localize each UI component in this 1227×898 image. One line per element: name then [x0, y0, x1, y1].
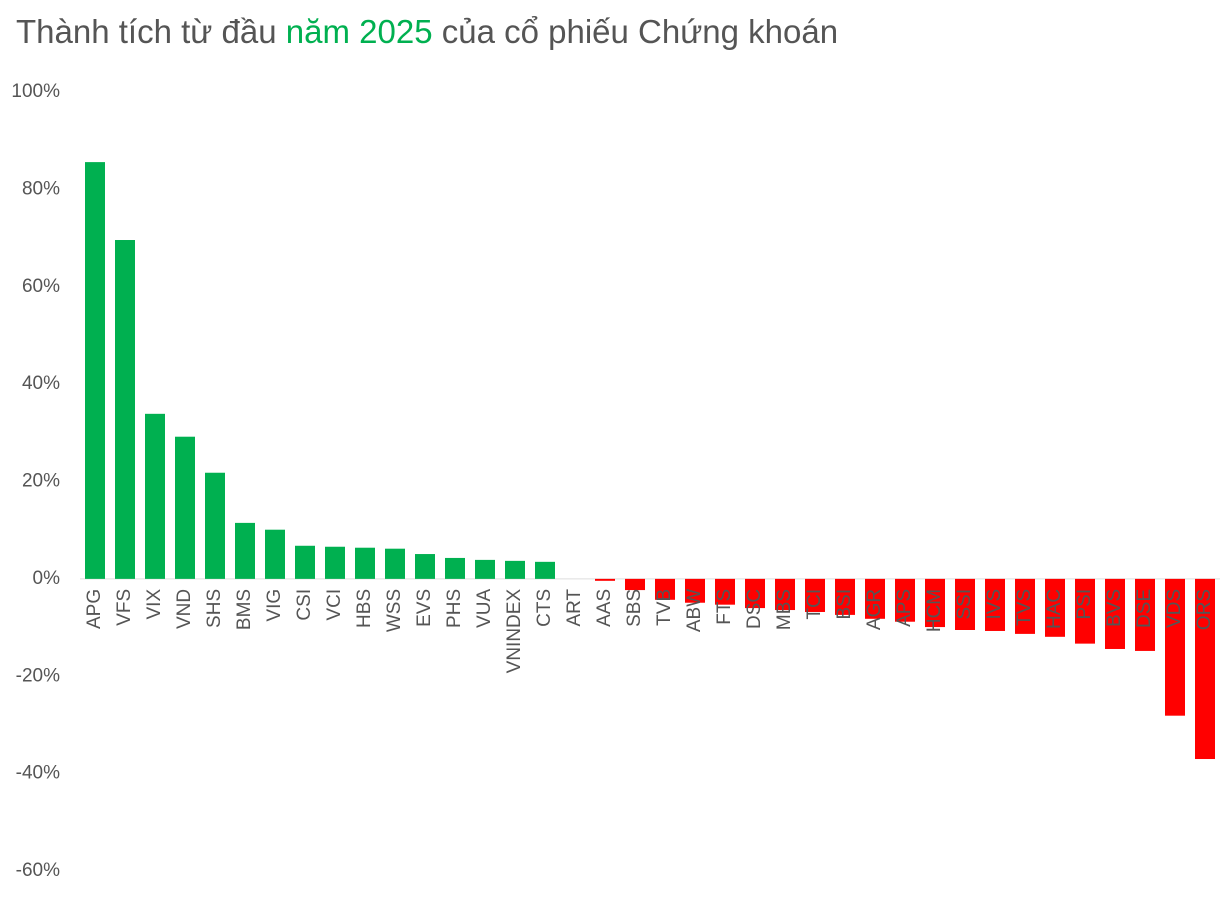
title-part: của cổ phiếu Chứng khoán — [442, 13, 838, 50]
bar — [325, 546, 345, 579]
x-tick-label: APG — [84, 589, 105, 629]
title-highlight: năm 2025 — [286, 13, 433, 50]
bar — [1165, 578, 1185, 716]
bar — [175, 436, 195, 579]
x-tick-label: PHS — [444, 589, 465, 628]
bar — [1105, 578, 1125, 649]
bar — [715, 578, 735, 605]
bar — [505, 560, 525, 579]
x-tick-label: ORS — [1194, 589, 1215, 630]
x-tick-label: TCI — [804, 589, 825, 620]
bar — [985, 578, 1005, 631]
bar — [805, 578, 825, 612]
bar — [235, 522, 255, 579]
bar — [115, 240, 135, 579]
bar — [685, 578, 705, 603]
x-tick-label: HAC — [1044, 589, 1065, 629]
bar — [1075, 578, 1095, 644]
x-tick-label: AAS — [594, 589, 615, 627]
y-tick-label: 20% — [22, 471, 60, 492]
y-tick-label: -60% — [16, 860, 60, 881]
x-tick-label: SHS — [204, 589, 225, 628]
x-tick-label: PSI — [1074, 589, 1095, 620]
x-tick-label: HBS — [354, 589, 375, 628]
y-tick-label: 60% — [22, 276, 60, 297]
bar — [745, 578, 765, 609]
x-tick-label: DSC — [744, 589, 765, 629]
bar — [865, 578, 885, 619]
x-tick-label: VDS — [1164, 589, 1185, 628]
bar — [1135, 578, 1155, 651]
x-tick-label: VIG — [264, 589, 285, 622]
y-tick-label: 0% — [33, 568, 61, 589]
bar — [205, 472, 225, 579]
x-tick-label: VCI — [324, 589, 345, 621]
x-tick-label: BSI — [834, 589, 855, 620]
x-tick-label: DSE — [1134, 589, 1155, 628]
x-tick-label: TVB — [654, 589, 675, 626]
bar — [445, 557, 465, 579]
bar — [1015, 578, 1035, 634]
bar — [535, 561, 555, 579]
x-tick-label: VFS — [114, 589, 135, 626]
x-tick-label: EVS — [414, 589, 435, 627]
x-tick-label: VND — [174, 589, 195, 629]
bar — [295, 545, 315, 579]
x-tick-label: BMS — [234, 589, 255, 630]
x-tick-label: VIX — [144, 589, 165, 620]
bar — [835, 578, 855, 615]
bar — [955, 578, 975, 630]
bar — [1195, 578, 1215, 760]
bar — [355, 547, 375, 579]
x-tick-label: TVS — [1014, 589, 1035, 626]
x-tick-label: MBS — [774, 589, 795, 630]
y-tick-label: 40% — [22, 373, 60, 394]
bar — [385, 548, 405, 579]
y-tick-label: 80% — [22, 178, 60, 199]
x-tick-label: VUA — [474, 589, 495, 628]
bar — [415, 554, 435, 579]
y-tick-label: -40% — [16, 763, 60, 784]
bar — [85, 162, 105, 579]
bar — [625, 578, 645, 591]
chart-title: Thành tích từ đầu năm 2025 của cổ phiếu … — [16, 13, 838, 50]
bar — [655, 578, 675, 600]
x-tick-label: ABW — [684, 589, 705, 632]
x-tick-label: SSI — [954, 589, 975, 620]
x-tick-label: VNINDEX — [504, 589, 525, 674]
title-part: Thành tích từ đầu — [16, 13, 277, 50]
x-tick-label: FTS — [714, 589, 735, 625]
bar — [775, 578, 795, 611]
x-tick-label: WSS — [384, 589, 405, 632]
bar — [265, 529, 285, 579]
bar — [1045, 578, 1065, 637]
x-tick-label: HCM — [924, 589, 945, 632]
bar — [475, 559, 495, 579]
y-tick-label: -20% — [16, 665, 60, 686]
x-tick-label: SBS — [624, 589, 645, 627]
bar — [925, 578, 945, 628]
x-tick-label: BVS — [1104, 589, 1125, 627]
x-tick-label: APS — [894, 589, 915, 627]
x-tick-label: CSI — [294, 589, 315, 621]
x-tick-label: IVS — [984, 589, 1005, 620]
bar — [895, 578, 915, 622]
y-tick-label: 100% — [11, 81, 60, 102]
x-tick-label: ART — [564, 588, 585, 626]
x-tick-label: AGR — [864, 589, 885, 630]
x-tick-label: CTS — [534, 589, 555, 627]
bar — [595, 578, 615, 581]
bar — [145, 413, 165, 579]
